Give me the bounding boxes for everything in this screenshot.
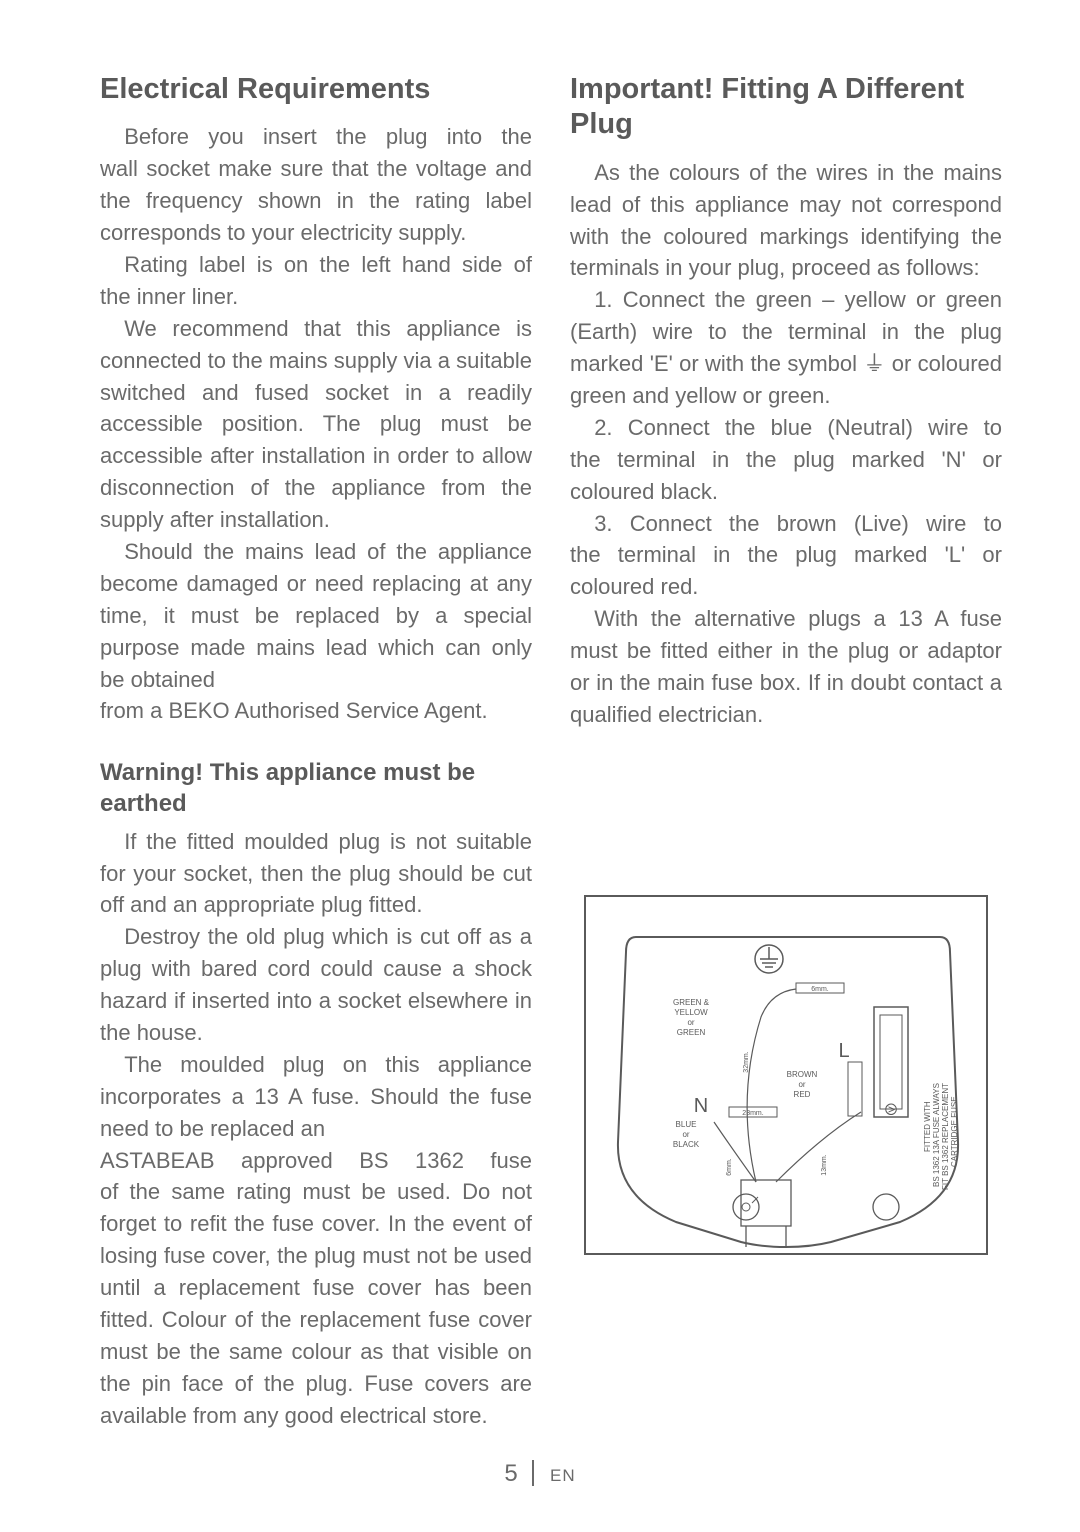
para: 3. Connect the brown (Live) wire to <box>570 508 1002 540</box>
plug-wiring-svg: 6mm. GREEN & YELLOW or GREEN 32mm. L BRO… <box>586 897 990 1257</box>
right-column: Important! Fitting A Different Plug As t… <box>570 72 1002 1432</box>
blue-label: BLUE <box>676 1120 697 1129</box>
fuse-holder-icon <box>874 1007 908 1117</box>
page-lang: EN <box>550 1466 576 1485</box>
para: the terminal in the plug marked 'N' or <box>570 444 1002 476</box>
screw-left-icon <box>733 1194 759 1220</box>
fuse-side-text: FITTED WITH <box>923 1101 932 1152</box>
para: We recommend that this appliance is conn… <box>100 313 532 536</box>
blue-label: or <box>682 1130 689 1139</box>
neutral-letter: N <box>694 1095 708 1117</box>
para: wall socket make sure that the voltage a… <box>100 153 532 249</box>
para: Rating label is on the left hand side of <box>100 249 532 281</box>
para: 2. Connect the blue (Neutral) wire to <box>570 412 1002 444</box>
fuse-side-text: CARTRIDGE FUSE <box>950 1096 959 1167</box>
electrical-requirements-section: Electrical Requirements Before you inser… <box>100 72 532 727</box>
green-yellow-label: or <box>687 1018 694 1027</box>
live-wire-path <box>776 1112 861 1182</box>
dim-6mm-label: 6mm. <box>811 986 829 993</box>
brown-label: BROWN <box>787 1070 818 1079</box>
page-number: 5 <box>504 1460 517 1487</box>
para: the terminal in the plug marked 'L' or <box>570 539 1002 571</box>
para: coloured black. <box>570 476 1002 508</box>
brown-label: or <box>798 1080 805 1089</box>
para: coloured red. <box>570 571 1002 603</box>
para: The moulded plug on this appliance incor… <box>100 1049 532 1145</box>
fitting-plug-section: Important! Fitting A Different Plug As t… <box>570 72 1002 731</box>
green-yellow-label: GREEN <box>677 1028 706 1037</box>
warning-earthed-section: Warning! This appliance must be earthed … <box>100 757 532 1431</box>
live-letter: L <box>838 1040 849 1062</box>
electrical-requirements-heading: Electrical Requirements <box>100 72 532 107</box>
fuse-side-text: BS 1362 13A FUSE ALWAYS <box>932 1083 941 1187</box>
para: Destroy the old plug which is cut off as… <box>100 921 532 1049</box>
para: If the fitted moulded plug is not suitab… <box>100 826 532 922</box>
screw-right-icon <box>873 1194 899 1220</box>
footer-separator-icon <box>532 1460 534 1486</box>
para: Should the mains lead of the appliance b… <box>100 536 532 695</box>
para: Before you insert the plug into the <box>100 121 532 153</box>
para: As the colours of the wires in the mains… <box>570 157 1002 285</box>
dim-32mm-label: 32mm. <box>743 1051 750 1072</box>
plug-wiring-figure: 6mm. GREEN & YELLOW or GREEN 32mm. L BRO… <box>570 895 1002 1255</box>
dim-23mm-label: 23mm. <box>742 1110 763 1117</box>
fitting-plug-heading: Important! Fitting A Different Plug <box>570 72 1002 143</box>
earth-wire-path <box>747 989 796 1182</box>
para: the inner liner. <box>100 281 532 313</box>
para: of the same rating must be used. Do not … <box>100 1176 532 1431</box>
blue-label: BLACK <box>673 1140 700 1149</box>
warning-earthed-heading: Warning! This appliance must be earthed <box>100 757 532 819</box>
plug-outline-path <box>618 937 958 1247</box>
para: from a BEKO Authorised Service Agent. <box>100 695 532 727</box>
para: 1. Connect the green – yellow or green (… <box>570 284 1002 412</box>
plug-wiring-frame: 6mm. GREEN & YELLOW or GREEN 32mm. L BRO… <box>584 895 988 1255</box>
brown-label: RED <box>794 1090 811 1099</box>
para: ASTABEAB approved BS 1362 fuse <box>100 1145 532 1177</box>
dim-13mm-label: 13mm. <box>821 1154 828 1175</box>
page-footer: 5 EN <box>0 1460 1080 1488</box>
dim-6mm-label: 6mm. <box>726 1158 733 1176</box>
fuse-side-text: FIT BS 1362 REPLACEMENT <box>941 1083 950 1190</box>
fuse-symbol-icon: ⧁ <box>885 1102 898 1119</box>
para: With the alternative plugs a 13 A fuse m… <box>570 603 1002 731</box>
neutral-wire-path <box>714 1122 756 1182</box>
green-yellow-label: GREEN & <box>673 998 710 1007</box>
green-yellow-label: YELLOW <box>674 1008 708 1017</box>
left-column: Electrical Requirements Before you inser… <box>100 72 532 1432</box>
